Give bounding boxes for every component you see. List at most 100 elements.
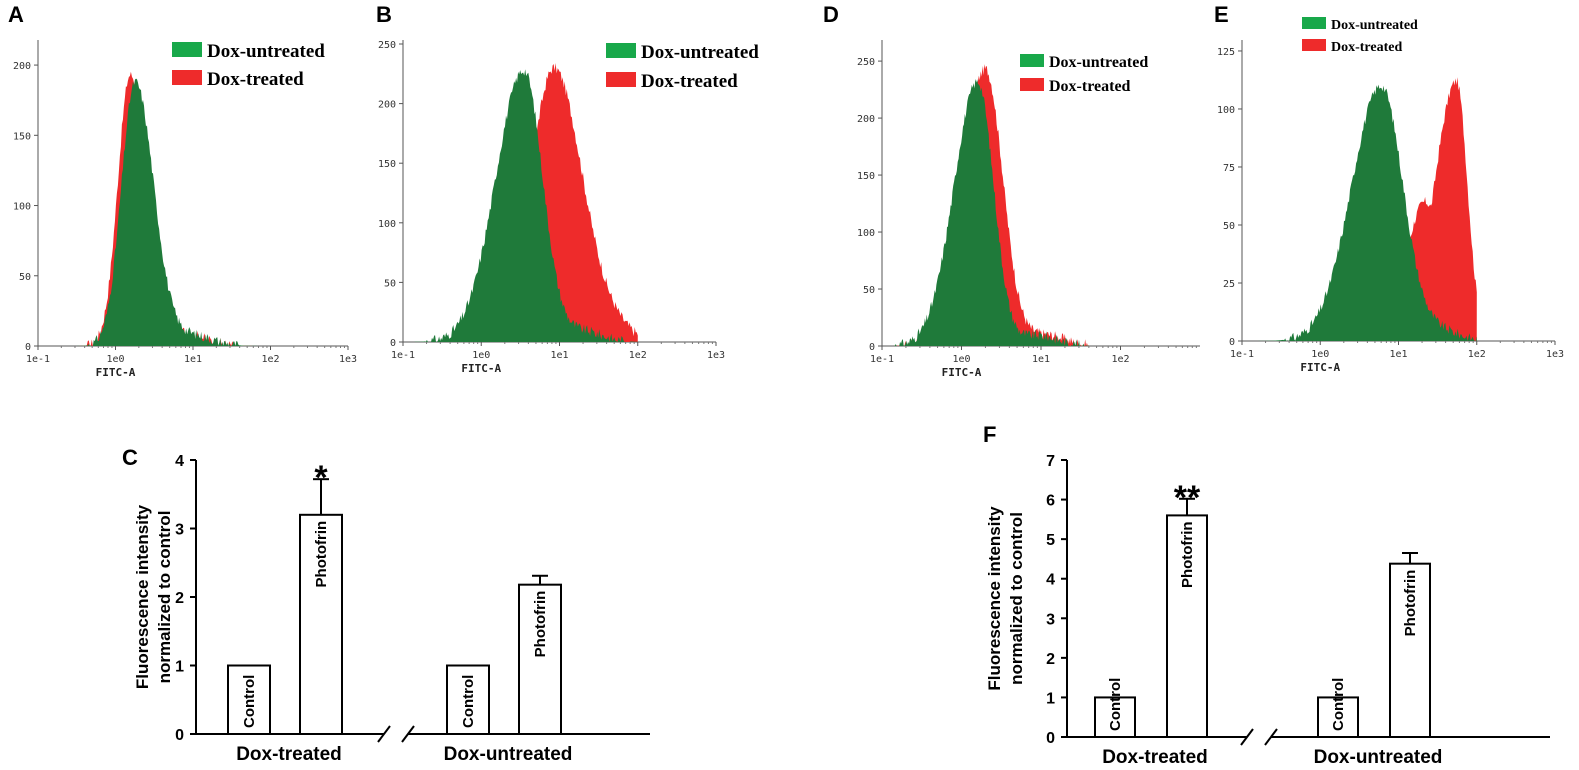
bar-label: Control <box>241 675 258 728</box>
panel-letter: A <box>8 2 24 27</box>
histogram-panel-e: E 0 25 50 75 100 125 1e-1 1e0 1e1 1e2 1e3 FITC-A Dox-… <box>1214 2 1564 374</box>
y-tick-label: 125 <box>1217 47 1235 58</box>
y-tick-label: 6 <box>1046 493 1055 510</box>
y-tick-label: 3 <box>175 522 184 539</box>
y-axis-label: normalized to control <box>1007 512 1026 685</box>
y-tick-label: 100 <box>378 219 396 230</box>
y-tick-label: 250 <box>857 57 875 68</box>
x-tick-label: 1e3 <box>1546 349 1564 360</box>
x-tick-label: 1e2 <box>629 350 647 361</box>
x-tick-label: 1e-1 <box>1230 349 1254 360</box>
y-tick-label: 4 <box>1046 572 1055 589</box>
legend-swatch <box>172 42 202 57</box>
y-tick-label: 150 <box>857 171 875 182</box>
group-label: Dox-treated <box>1102 747 1208 768</box>
y-tick-label: 50 <box>863 285 875 296</box>
x-tick-label: 1e3 <box>707 350 725 361</box>
series-dox-untreated-area <box>893 78 1089 347</box>
bar-control <box>1317 696 1359 739</box>
group-label: Dox-treated <box>236 744 342 765</box>
bar-chart-panel-c: C 0 1 2 3 4 Fluorescence intensity normalized t… <box>122 445 650 765</box>
y-tick-label: 0 <box>869 342 875 353</box>
panel-letter: F <box>983 422 996 447</box>
x-axis-label: FITC-A <box>1300 361 1340 374</box>
axis-break-mark <box>377 725 391 743</box>
bar-label: Photofrin <box>1402 570 1419 637</box>
bar-label: Control <box>460 675 477 728</box>
y-tick-label: 2 <box>175 590 184 607</box>
x-tick-label: 1e2 <box>1468 349 1486 360</box>
y-tick-label: 7 <box>1046 453 1055 470</box>
x-tick-label: 1e1 <box>1032 354 1050 365</box>
y-tick-label: 0 <box>390 338 396 349</box>
y-tick-label: 50 <box>19 272 31 283</box>
x-tick-label: 1e0 <box>1311 349 1329 360</box>
x-axis-label: FITC-A <box>942 366 982 379</box>
y-tick-label: 200 <box>13 61 31 72</box>
panel-letter: B <box>376 2 392 27</box>
y-axis-label: normalized to control <box>155 511 174 684</box>
y-tick-label: 100 <box>1217 105 1235 116</box>
y-tick-label: 1 <box>175 659 184 676</box>
y-tick-label: 100 <box>13 202 31 213</box>
bar-control <box>1094 696 1136 739</box>
x-tick-label: 1e0 <box>472 350 490 361</box>
panel-letter: D <box>823 2 839 27</box>
panel-letter: C <box>122 445 138 470</box>
y-tick-label: 3 <box>1046 611 1055 628</box>
x-tick-label: 1e0 <box>106 354 124 365</box>
y-tick-label: 25 <box>1223 279 1235 290</box>
y-tick-label: 0 <box>25 342 31 353</box>
y-tick-label: 200 <box>857 114 875 125</box>
significance-marker: * <box>314 459 328 497</box>
bar-label: Photofrin <box>532 591 549 658</box>
legend-entry: Dox-untreated <box>207 41 325 62</box>
x-tick-label: 1e-1 <box>26 354 50 365</box>
legend-swatch <box>1302 17 1326 29</box>
y-tick-label: 250 <box>378 40 396 51</box>
legend-swatch <box>1020 54 1044 67</box>
legend-entry: Dox-treated <box>207 69 304 90</box>
y-tick-label: 50 <box>384 278 396 289</box>
legend-swatch <box>606 43 636 58</box>
x-axis-label: FITC-A <box>461 362 501 375</box>
bar-photofrin <box>518 583 562 735</box>
y-tick-label: 2 <box>1046 651 1055 668</box>
legend-swatch <box>1302 39 1326 51</box>
bar-label: Control <box>1330 678 1347 731</box>
bar-label: Photofrin <box>313 521 330 588</box>
x-tick-label: 1e1 <box>550 350 568 361</box>
legend-swatch <box>1020 78 1044 91</box>
histogram-panel-d: D 0 50 100 150 200 250 1e-1 1e0 1e1 1e2 FITC-A Dox-u… <box>823 2 1200 379</box>
bar-photofrin <box>1389 562 1431 738</box>
significance-marker: ** <box>1174 479 1201 517</box>
y-tick-label: 0 <box>1046 730 1055 747</box>
y-tick-label: 0 <box>1229 337 1235 348</box>
axis-break-mark <box>401 725 415 743</box>
series-dox-untreated-area <box>414 69 638 343</box>
y-tick-label: 0 <box>175 727 184 744</box>
bar-chart-panel-f: F 0 1 2 3 4 5 6 7 Fluorescence intensity normalize… <box>983 422 1550 768</box>
x-tick-label: 1e2 <box>261 354 279 365</box>
bar-label: Photofrin <box>1179 521 1196 588</box>
legend-swatch <box>172 70 202 85</box>
x-tick-label: 1e0 <box>952 354 970 365</box>
y-axis-label: Fluorescence intensity <box>985 506 1004 691</box>
legend-entry: Dox-untreated <box>1049 54 1148 71</box>
x-tick-label: 1e-1 <box>391 350 415 361</box>
bar-photofrin <box>299 513 343 735</box>
y-tick-label: 150 <box>13 131 31 142</box>
bar-label: Control <box>1107 678 1124 731</box>
bar-control <box>446 664 490 735</box>
y-tick-label: 5 <box>1046 532 1055 549</box>
axis-break-mark <box>1264 728 1278 746</box>
legend-swatch <box>606 72 636 87</box>
legend-entry: Dox-untreated <box>641 42 759 63</box>
bar-photofrin <box>1166 514 1208 739</box>
legend-entry: Dox-treated <box>1331 40 1402 55</box>
x-axis-label: FITC-A <box>96 366 136 379</box>
legend-entry: Dox-treated <box>641 71 738 92</box>
y-tick-label: 75 <box>1223 163 1235 174</box>
y-axis-label: Fluorescence intensity <box>133 504 152 689</box>
